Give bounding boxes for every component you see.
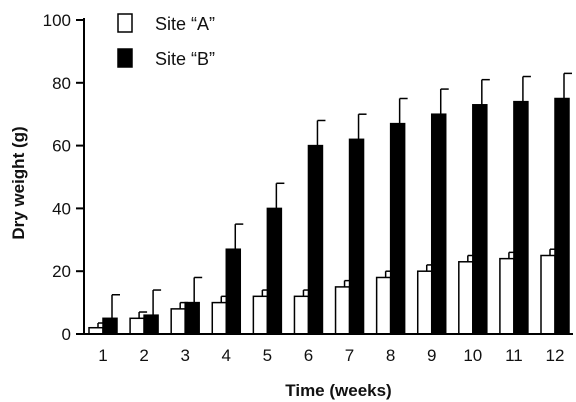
bar-site-a (293, 295, 310, 335)
x-tick-label: 9 (427, 346, 436, 365)
bar-site-b (225, 248, 242, 335)
y-tick-label: 100 (43, 11, 71, 30)
bar-site-a (416, 270, 433, 335)
plot-area (88, 72, 572, 335)
bar-site-a (499, 257, 515, 335)
y-axis-ticks: 0 20 40 60 80 100 (43, 11, 84, 344)
bar-site-b (348, 138, 365, 335)
bar-site-b (307, 144, 324, 335)
bar-site-a (540, 254, 556, 335)
y-tick-label: 0 (62, 325, 71, 344)
bar-site-b (143, 314, 159, 335)
bar-site-a (458, 261, 474, 335)
x-tick-label: 8 (386, 346, 395, 365)
x-tick-label: 3 (180, 346, 189, 365)
legend-label-site-a: Site “A” (155, 14, 215, 34)
legend-label-site-b: Site “B” (155, 49, 215, 69)
x-tick-label: 6 (304, 346, 313, 365)
x-tick-label: 1 (98, 346, 107, 365)
x-axis-ticks: 1 2 3 4 5 6 7 8 9 10 11 12 (98, 346, 564, 365)
bar-site-b (184, 301, 200, 335)
bar-site-b (102, 317, 118, 335)
y-tick-label: 60 (52, 137, 71, 156)
y-tick-label: 80 (52, 74, 71, 93)
x-tick-label: 2 (139, 346, 148, 365)
bar-site-a (252, 295, 269, 335)
x-tick-label: 5 (263, 346, 272, 365)
x-tick-label: 11 (505, 346, 523, 365)
bar-site-a (129, 317, 145, 335)
y-tick-label: 20 (52, 262, 71, 281)
legend-swatch-site-a (117, 13, 133, 33)
x-tick-label: 7 (345, 346, 354, 365)
x-tick-label: 10 (463, 346, 482, 365)
x-tick-label: 12 (546, 346, 565, 365)
bar-site-b (554, 97, 570, 335)
bar-site-b (513, 100, 529, 335)
legend: Site “A” Site “B” (117, 13, 215, 69)
x-tick-label: 4 (222, 346, 231, 365)
legend-swatch-site-b (117, 48, 133, 68)
bar-site-b (266, 207, 283, 335)
bar-site-a (211, 301, 228, 335)
bar-site-a (334, 286, 351, 335)
bar-site-b (389, 122, 406, 335)
bar-site-a (375, 276, 392, 335)
bar-site-a (170, 308, 186, 335)
bar-site-b (472, 104, 488, 335)
x-axis-title: Time (weeks) (285, 381, 391, 400)
y-axis-title: Dry weight (g) (9, 126, 28, 239)
y-tick-label: 40 (52, 199, 71, 218)
bar-site-b (430, 113, 447, 335)
